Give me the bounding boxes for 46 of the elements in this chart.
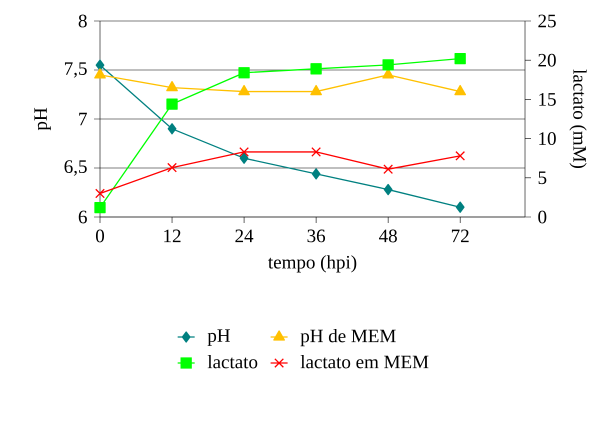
point xyxy=(94,68,106,79)
legend-label: lactato xyxy=(208,355,258,368)
point xyxy=(94,202,106,214)
y-axis-title: pH xyxy=(34,108,51,130)
x-tick-label: 48 xyxy=(379,230,397,242)
y2-tick-label: 25 xyxy=(538,14,556,28)
point xyxy=(166,98,178,110)
point xyxy=(238,84,250,96)
x-tick-label: 72 xyxy=(452,230,469,242)
point xyxy=(310,63,322,74)
legend-label: pH de MEM xyxy=(300,328,396,346)
y2-tick-label: 0 xyxy=(538,210,546,224)
point xyxy=(311,147,322,157)
y2-tick-label: 20 xyxy=(538,54,556,67)
point xyxy=(456,202,465,213)
x-tick-label: 12 xyxy=(164,230,180,242)
x-axis-title: tempo (hpi) xyxy=(268,255,356,272)
x-tick-label: 24 xyxy=(235,230,254,242)
point xyxy=(454,84,466,96)
point xyxy=(382,59,394,71)
legend-label: lactato em MEM xyxy=(300,355,428,368)
point xyxy=(454,52,466,64)
y-tick-label: 8 xyxy=(78,14,87,28)
y-tick-label: 7 xyxy=(79,112,87,126)
point xyxy=(312,168,321,180)
point xyxy=(167,162,177,172)
point xyxy=(95,188,105,198)
legend-label: pH xyxy=(208,329,230,346)
point xyxy=(455,150,466,161)
point xyxy=(310,84,322,96)
y-tick-label: 7,5 xyxy=(64,62,87,78)
y2-axis-title: lactato (mM) xyxy=(569,70,587,168)
point xyxy=(383,164,394,174)
point xyxy=(239,147,249,157)
point xyxy=(238,67,250,78)
point xyxy=(240,152,248,164)
x-tick-label: 0 xyxy=(96,230,104,242)
point xyxy=(166,80,178,92)
y-tick-label: 6 xyxy=(78,210,87,224)
y-tick-label: 6,5 xyxy=(64,160,87,176)
point xyxy=(384,184,393,196)
y2-tick-label: 5 xyxy=(538,171,546,184)
y2-tick-label: 10 xyxy=(539,132,556,146)
point xyxy=(168,123,176,134)
x-tick-label: 36 xyxy=(308,230,326,242)
y2-tick-label: 15 xyxy=(539,93,556,106)
